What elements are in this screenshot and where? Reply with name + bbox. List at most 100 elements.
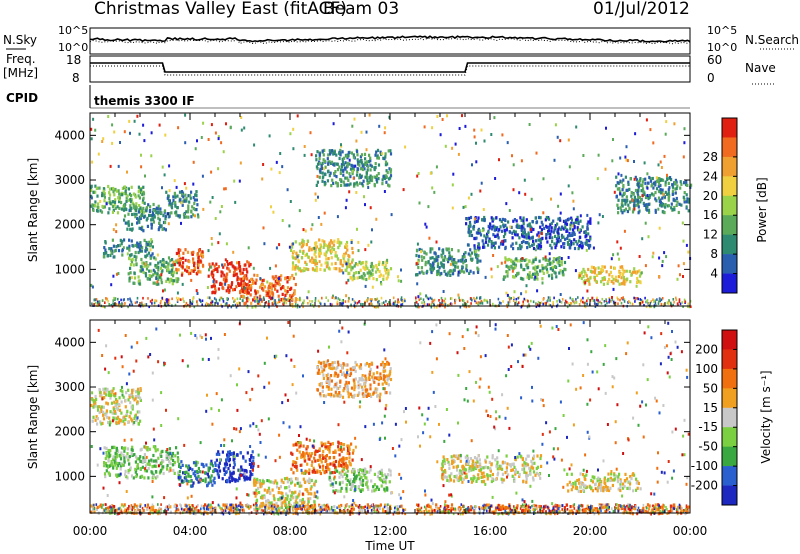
data-cell [342, 462, 345, 466]
data-cell [549, 262, 552, 266]
data-cell [366, 168, 369, 172]
data-cell [131, 407, 134, 411]
data-cell [637, 211, 640, 215]
data-cell [129, 411, 132, 415]
data-cell [171, 282, 174, 286]
data-cell [146, 242, 149, 247]
data-cell [243, 286, 246, 290]
data-cell [175, 296, 178, 300]
data-cell [113, 400, 116, 404]
data-cell [365, 130, 368, 134]
data-cell [265, 290, 268, 294]
data-cell [377, 300, 379, 304]
data-cell [156, 475, 159, 479]
data-cell [623, 298, 626, 301]
data-cell [429, 171, 432, 175]
data-cell [385, 267, 388, 271]
data-cell [657, 184, 660, 188]
data-cell [585, 242, 588, 246]
data-cell [345, 281, 348, 285]
data-cell [284, 499, 287, 503]
data-cell [494, 177, 497, 180]
data-cell [299, 441, 302, 445]
data-cell [581, 246, 584, 250]
data-cell [668, 186, 671, 190]
data-cell [134, 414, 137, 418]
data-cell [219, 282, 222, 286]
data-cell [593, 299, 596, 302]
data-cell [598, 213, 601, 217]
data-cell [323, 211, 326, 215]
data-cell [149, 205, 152, 209]
data-cell [181, 265, 184, 269]
data-cell [642, 201, 645, 205]
data-cell [352, 155, 355, 159]
data-cell [156, 448, 159, 452]
data-cell [310, 492, 313, 496]
data-cell [351, 278, 354, 282]
data-cell [162, 260, 165, 264]
data-cell [658, 256, 661, 260]
data-cell [145, 244, 148, 248]
data-cell [386, 473, 390, 477]
data-cell [250, 277, 253, 282]
data-cell [108, 247, 111, 251]
data-cell [98, 405, 101, 409]
data-cell [329, 483, 332, 487]
data-cell [477, 270, 480, 274]
data-cell [105, 464, 108, 468]
data-cell [259, 277, 262, 281]
data-cell [657, 163, 660, 167]
data-cell [329, 152, 332, 156]
data-cell [185, 464, 188, 468]
data-cell [621, 265, 624, 269]
data-cell [209, 200, 212, 204]
data-cell [374, 488, 377, 492]
data-cell [220, 296, 223, 300]
data-cell [318, 161, 321, 166]
data-cell [503, 275, 507, 279]
data-cell [421, 258, 424, 262]
data-cell [162, 459, 165, 463]
data-cell [131, 227, 134, 231]
data-cell [641, 180, 644, 184]
data-cell [548, 303, 551, 307]
data-cell [464, 124, 467, 128]
data-cell [216, 267, 219, 271]
data-cell [168, 164, 171, 168]
data-cell [109, 389, 112, 393]
data-cell [256, 477, 259, 481]
data-cell [130, 300, 133, 304]
data-cell [624, 155, 627, 159]
data-cell [224, 187, 227, 191]
data-cell [141, 301, 143, 305]
data-cell [267, 498, 270, 503]
data-cell [443, 302, 445, 306]
data-cell [153, 281, 156, 285]
data-cell [102, 405, 105, 409]
data-cell [206, 286, 209, 289]
data-cell [140, 474, 144, 478]
data-cell [423, 301, 426, 304]
data-cell [436, 272, 439, 277]
data-cell [128, 208, 131, 212]
data-cell [403, 298, 406, 301]
data-cell [102, 189, 105, 193]
data-cell [325, 257, 328, 261]
data-cell [320, 163, 323, 167]
data-cell [170, 206, 174, 210]
data-cell [471, 257, 474, 261]
data-cell [290, 248, 293, 252]
data-cell [119, 457, 123, 461]
data-cell [174, 203, 177, 207]
data-cell [463, 299, 465, 303]
data-cell [139, 396, 142, 400]
data-cell [348, 172, 351, 176]
data-cell [300, 256, 304, 260]
data-cell [647, 208, 651, 212]
data-cell [688, 197, 691, 202]
data-cell [240, 116, 243, 119]
data-cell [128, 455, 131, 459]
data-cell [140, 249, 144, 253]
